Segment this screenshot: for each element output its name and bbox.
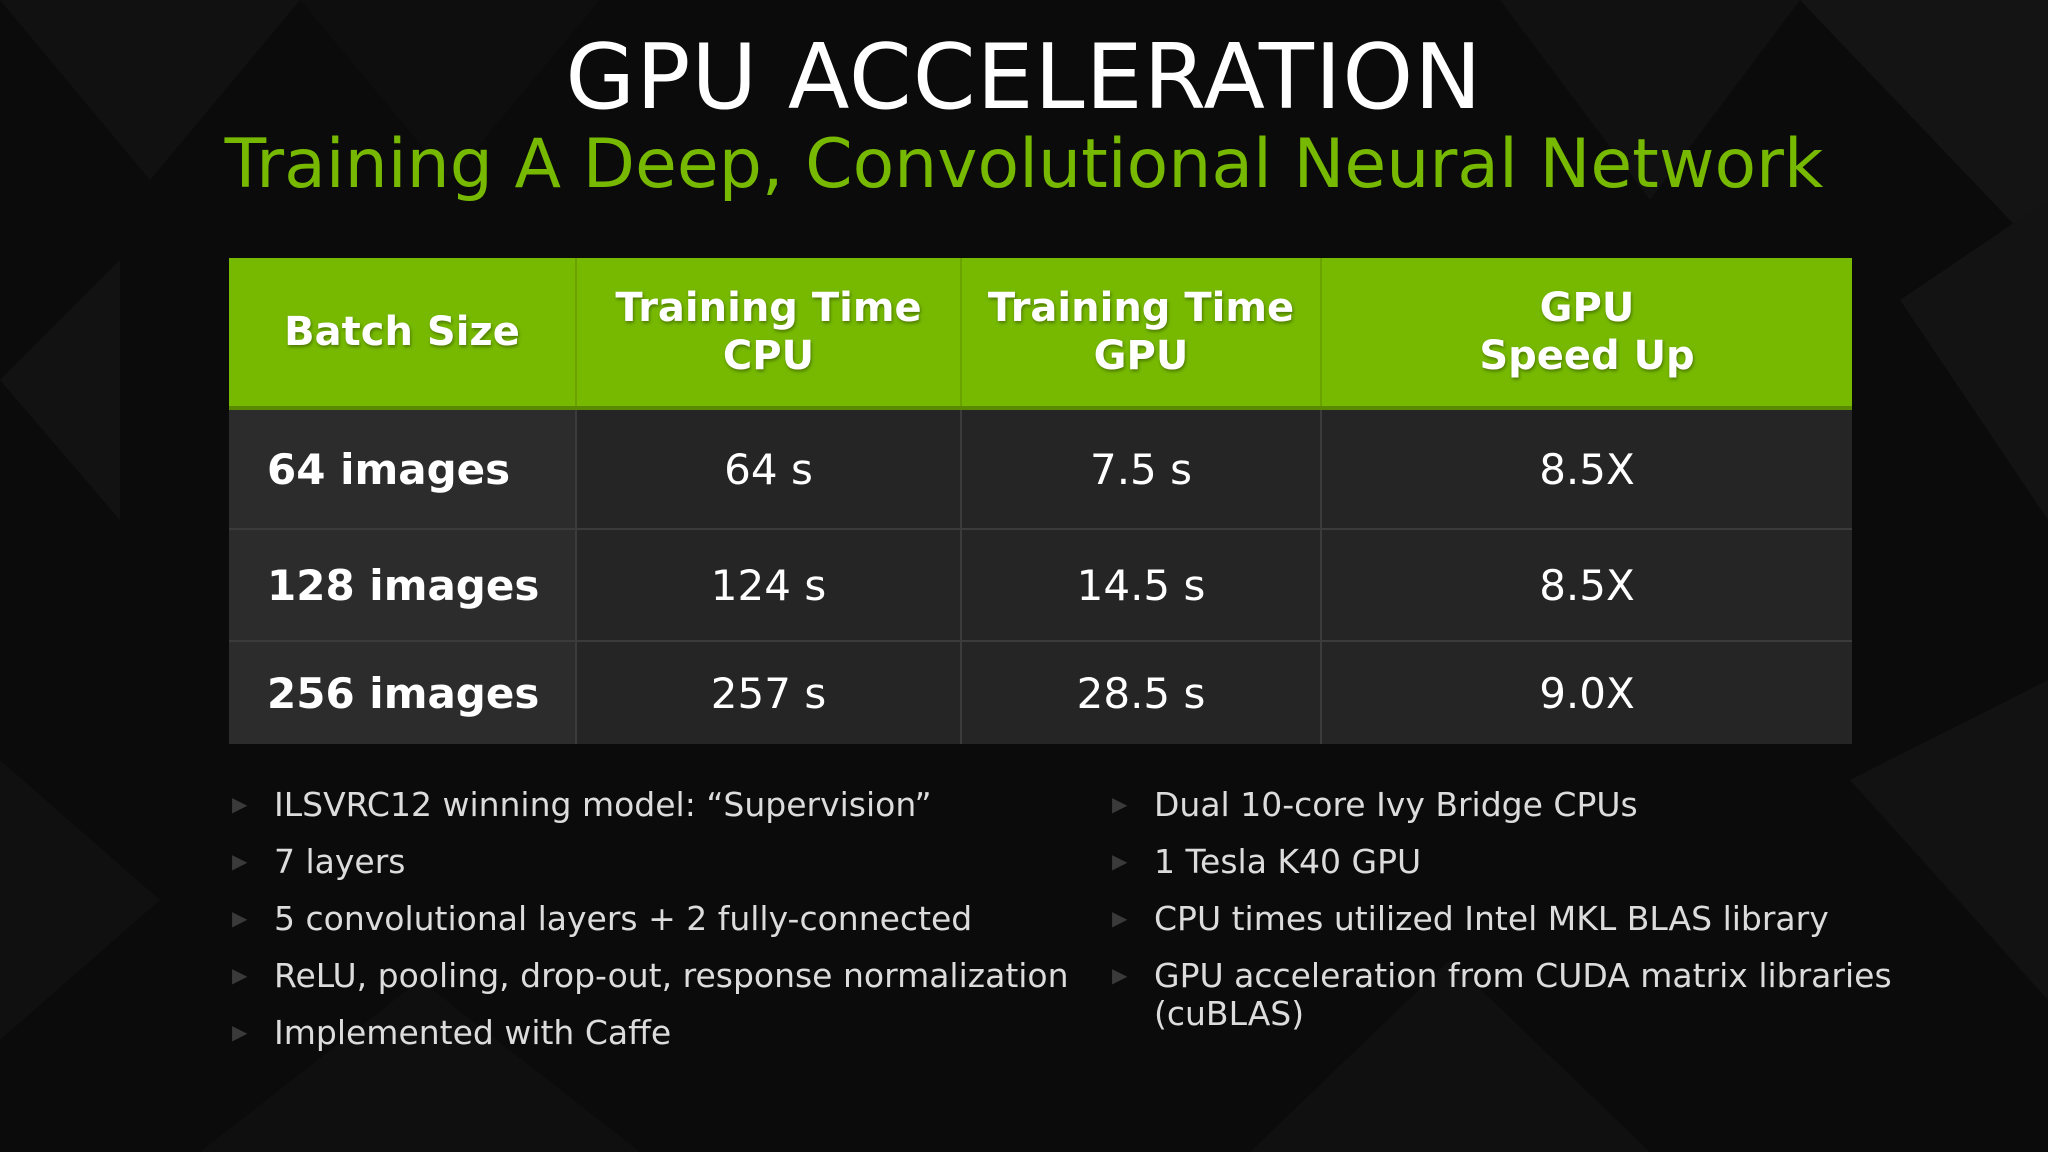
cell-speed-up: 9.0X (1320, 640, 1852, 744)
table-row: 128 images 124 s 14.5 s 8.5X (229, 528, 1852, 641)
list-item: ▶ 7 layers (232, 843, 1092, 881)
cell-speed-up: 8.5X (1320, 407, 1852, 529)
cell-cpu-time: 124 s (575, 528, 961, 641)
table-row: 64 images 64 s 7.5 s 8.5X (229, 407, 1852, 529)
list-item: ▶ Implemented with Caffe (232, 1014, 1092, 1052)
table-row: 256 images 257 s 28.5 s 9.0X (229, 640, 1852, 744)
triangle-bullet-icon: ▶ (1112, 849, 1128, 873)
header-training-time-gpu: Training Time GPU (960, 258, 1321, 410)
list-item-text: 1 Tesla K40 GPU (1154, 842, 1422, 881)
cell-gpu-time: 28.5 s (960, 640, 1321, 744)
list-item-text: ReLU, pooling, drop-out, response normal… (274, 956, 1069, 995)
triangle-bullet-icon: ▶ (232, 849, 248, 873)
header-line: GPU (1093, 333, 1189, 379)
slide-subtitle: Training A Deep, Convolutional Neural Ne… (224, 125, 1824, 204)
list-item-text: CPU times utilized Intel MKL BLAS librar… (1154, 899, 1829, 938)
triangle-bullet-icon: ▶ (232, 1020, 248, 1044)
triangle-bullet-icon: ▶ (232, 792, 248, 816)
list-item: ▶ 1 Tesla K40 GPU (1112, 843, 1912, 881)
list-item-text: ILSVRC12 winning model: “Supervision” (274, 785, 932, 824)
cell-batch-size: 128 images (229, 528, 576, 641)
cell-gpu-time: 7.5 s (960, 407, 1321, 529)
list-item: ▶ ILSVRC12 winning model: “Supervision” (232, 786, 1092, 824)
table-header-row: Batch Size Training Time CPU Training Ti… (229, 258, 1852, 410)
list-item-text: 5 convolutional layers + 2 fully-connect… (274, 899, 973, 938)
cell-cpu-time: 257 s (575, 640, 961, 744)
list-item: ▶ GPU acceleration from CUDA matrix libr… (1112, 957, 1912, 1033)
list-item: ▶ 5 convolutional layers + 2 fully-conne… (232, 900, 1092, 938)
triangle-bullet-icon: ▶ (1112, 906, 1128, 930)
bullet-list-hardware: ▶ Dual 10-core Ivy Bridge CPUs ▶ 1 Tesla… (1112, 786, 1912, 1052)
list-item: ▶ ReLU, pooling, drop-out, response norm… (232, 957, 1092, 995)
header-line: CPU (722, 333, 815, 379)
slide-title: GPU ACCELERATION (565, 25, 1483, 130)
header-line: GPU (1539, 285, 1635, 331)
list-item: ▶ Dual 10-core Ivy Bridge CPUs (1112, 786, 1912, 824)
triangle-bullet-icon: ▶ (1112, 792, 1128, 816)
header-batch-size-label: Batch Size (284, 309, 520, 355)
header-training-time-cpu: Training Time CPU (575, 258, 961, 410)
cell-speed-up: 8.5X (1320, 528, 1852, 641)
cell-cpu-time: 64 s (575, 407, 961, 529)
triangle-bullet-icon: ▶ (232, 963, 248, 987)
header-batch-size: Batch Size (229, 258, 576, 410)
header-line: Training Time (987, 285, 1295, 331)
header-line: Speed Up (1479, 333, 1695, 379)
header-gpu-speed-up: GPU Speed Up (1320, 258, 1852, 410)
bullet-list-model: ▶ ILSVRC12 winning model: “Supervision” … (232, 786, 1092, 1071)
list-item-text: 7 layers (274, 842, 406, 881)
list-item-text: GPU acceleration from CUDA matrix librar… (1154, 956, 1892, 1033)
cell-gpu-time: 14.5 s (960, 528, 1321, 641)
triangle-bullet-icon: ▶ (232, 906, 248, 930)
cell-batch-size: 256 images (229, 640, 576, 744)
header-line: Training Time (615, 285, 922, 331)
list-item-text: Dual 10-core Ivy Bridge CPUs (1154, 785, 1638, 824)
list-item: ▶ CPU times utilized Intel MKL BLAS libr… (1112, 900, 1912, 938)
performance-table: Batch Size Training Time CPU Training Ti… (229, 258, 1852, 744)
triangle-bullet-icon: ▶ (1112, 963, 1128, 987)
cell-batch-size: 64 images (229, 407, 576, 529)
list-item-text: Implemented with Caffe (274, 1013, 672, 1052)
